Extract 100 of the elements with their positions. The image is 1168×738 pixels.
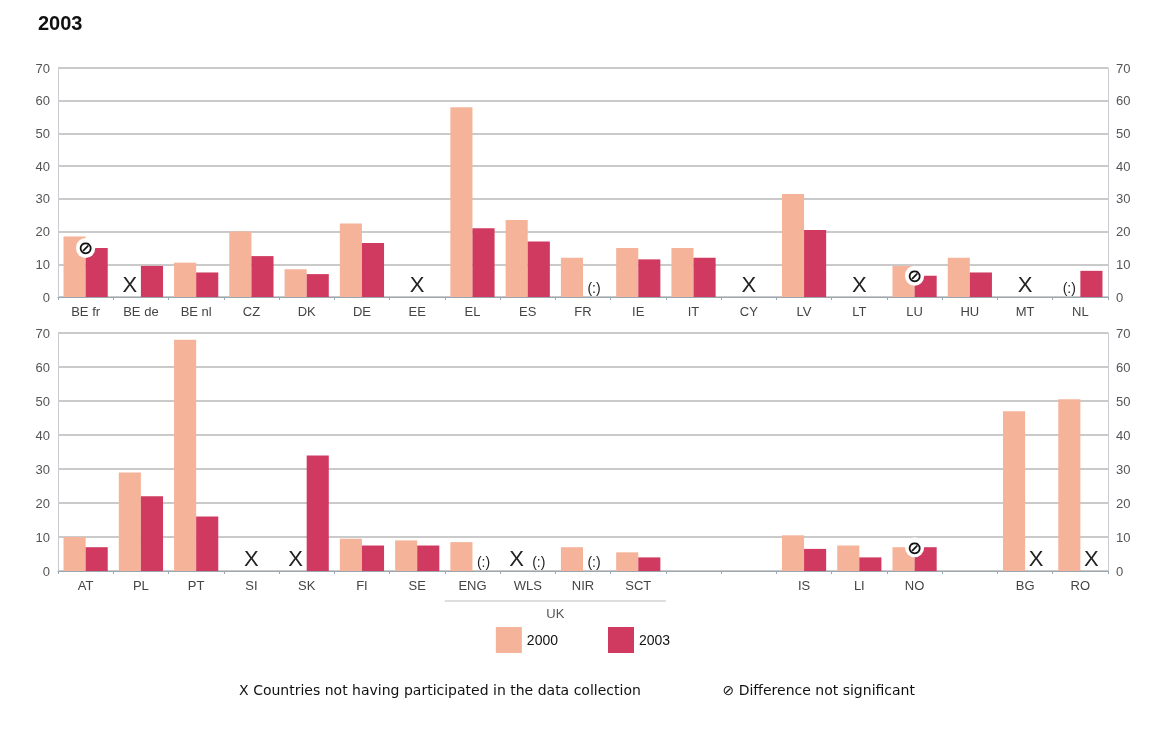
bar <box>450 107 473 297</box>
bar <box>174 339 197 571</box>
x-tick-label: EL <box>464 304 481 319</box>
annotation: (:) <box>1062 280 1076 296</box>
annotation: X <box>122 271 138 297</box>
y2-tick-label: 30 <box>1116 461 1131 477</box>
y2-tick-label: 70 <box>1116 325 1131 341</box>
bar <box>859 557 882 571</box>
y2-tick-label: 20 <box>1116 495 1131 511</box>
y2-tick-label: 60 <box>1116 93 1131 109</box>
x-tick-label: SK <box>298 578 316 593</box>
y-tick-label: 70 <box>35 325 50 341</box>
bar <box>527 241 550 297</box>
bar <box>85 547 108 571</box>
bar <box>638 259 661 297</box>
bar <box>361 545 385 571</box>
bar <box>472 228 495 297</box>
y-tick-label: 50 <box>35 393 50 409</box>
bar <box>395 540 418 571</box>
bar <box>284 269 307 297</box>
y2-tick-label: 0 <box>1116 289 1124 305</box>
bar <box>417 545 440 571</box>
bar <box>616 552 639 571</box>
bar <box>361 243 385 297</box>
x-tick-label: NO <box>904 578 925 593</box>
x-tick-label: FI <box>356 578 368 593</box>
bar <box>229 231 252 297</box>
bar <box>616 247 639 297</box>
y-tick-label: 20 <box>35 495 50 511</box>
annotation: X <box>1028 545 1044 571</box>
y-tick-label: 40 <box>35 427 50 443</box>
x-tick-label: BG <box>1015 578 1035 593</box>
y-tick-label: 30 <box>35 461 50 477</box>
bar <box>196 516 219 571</box>
x-tick-label: IT <box>687 304 700 319</box>
bar <box>1003 411 1026 571</box>
bar <box>781 535 805 571</box>
y-tick-label: 70 <box>35 60 50 76</box>
y2-tick-label: 60 <box>1116 359 1131 375</box>
x-tick-label: CY <box>739 304 759 319</box>
bar <box>174 262 197 297</box>
bar <box>693 257 716 297</box>
bar <box>1058 399 1081 571</box>
x-tick-label: WLS <box>513 578 543 593</box>
annotation: (:) <box>587 280 601 296</box>
bar <box>196 272 219 297</box>
x-tick-label: DE <box>352 304 372 319</box>
y2-tick-label: 40 <box>1116 158 1131 174</box>
text: ⊘ Difference not significant <box>722 682 916 698</box>
x-tick-label: MT <box>1015 304 1035 319</box>
y2-tick-label: 40 <box>1116 427 1131 443</box>
y-tick-label: 50 <box>35 125 50 141</box>
x-tick-label: PL <box>132 578 149 593</box>
bar <box>671 247 694 297</box>
legend-label: 2003 <box>639 632 671 648</box>
y2-tick-label: 0 <box>1116 563 1124 579</box>
y-tick-label: 30 <box>35 191 50 207</box>
text: X Countries not having participated in the data collection <box>239 682 641 698</box>
bar <box>969 272 992 297</box>
x-tick-label: SE <box>408 578 427 593</box>
y-tick-label: 0 <box>42 289 50 305</box>
bar <box>63 537 86 571</box>
bar <box>804 548 827 571</box>
y-tick-label: 10 <box>35 256 50 272</box>
x-tick-label: AT <box>77 578 94 593</box>
bar <box>1080 270 1103 297</box>
annotation: ⊘ <box>907 536 923 558</box>
bar <box>947 257 970 297</box>
x-tick-label: RO <box>1070 578 1091 593</box>
annotation: (:) <box>476 554 491 570</box>
x-tick-label: LU <box>906 304 923 319</box>
bar <box>560 547 583 571</box>
bar <box>339 223 362 297</box>
x-tick-label: IE <box>632 304 645 319</box>
legend-label: 2000 <box>526 632 559 648</box>
bar <box>505 220 528 297</box>
annotation: X <box>509 545 525 571</box>
bar <box>781 193 805 297</box>
bar <box>306 274 329 297</box>
y2-tick-label: 50 <box>1116 125 1131 141</box>
bar <box>450 542 473 571</box>
y-tick-label: 0 <box>42 563 50 579</box>
bar <box>560 257 583 297</box>
bar <box>638 557 661 571</box>
x-tick-label: EE <box>408 304 427 319</box>
y2-tick-label: 70 <box>1116 60 1131 76</box>
y2-tick-label: 10 <box>1116 256 1131 272</box>
bar <box>140 496 163 571</box>
x-tick-label: BE nl <box>180 304 212 319</box>
x-tick-label: DK <box>297 304 317 319</box>
annotation: ⊘ <box>907 265 923 287</box>
bar <box>118 472 141 571</box>
x-tick-label: LV <box>796 304 812 319</box>
bar <box>339 538 362 571</box>
chart-title: 2003 <box>38 12 83 34</box>
y-tick-label: 40 <box>35 158 50 174</box>
y2-tick-label: 20 <box>1116 224 1131 240</box>
x-tick-label: NL <box>1072 304 1089 319</box>
annotation: X <box>409 271 425 297</box>
y2-tick-label: 50 <box>1116 393 1131 409</box>
